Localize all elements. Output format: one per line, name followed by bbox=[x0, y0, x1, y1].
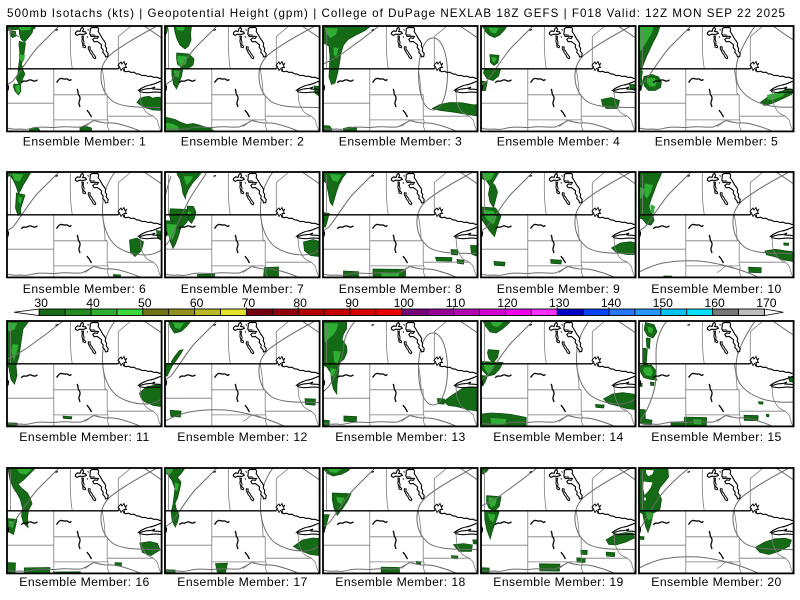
svg-text:Ensemble Member: 8: Ensemble Member: 8 bbox=[339, 282, 462, 296]
svg-text:Ensemble Member: 5: Ensemble Member: 5 bbox=[655, 135, 778, 149]
svg-text:110: 110 bbox=[446, 296, 466, 310]
svg-text:Ensemble Member: 16: Ensemble Member: 16 bbox=[19, 575, 149, 589]
svg-text:500mb Isotachs (kts) | Geopote: 500mb Isotachs (kts) | Geopotential Heig… bbox=[7, 7, 785, 20]
svg-text:Ensemble Member: 7: Ensemble Member: 7 bbox=[181, 282, 304, 296]
svg-text:50: 50 bbox=[138, 296, 152, 310]
svg-text:70: 70 bbox=[242, 296, 256, 310]
svg-text:140: 140 bbox=[601, 296, 622, 310]
svg-text:60: 60 bbox=[190, 296, 204, 310]
svg-text:30: 30 bbox=[34, 296, 48, 310]
svg-text:Ensemble Member: 13: Ensemble Member: 13 bbox=[335, 430, 465, 444]
svg-text:100: 100 bbox=[394, 296, 415, 310]
svg-text:160: 160 bbox=[704, 296, 725, 310]
svg-text:Ensemble Member: 12: Ensemble Member: 12 bbox=[177, 430, 307, 444]
svg-text:Ensemble Member: 15: Ensemble Member: 15 bbox=[651, 430, 781, 444]
svg-text:Ensemble Member: 6: Ensemble Member: 6 bbox=[23, 282, 146, 296]
svg-text:150: 150 bbox=[653, 296, 674, 310]
svg-text:90: 90 bbox=[345, 296, 359, 310]
svg-text:Ensemble Member: 11: Ensemble Member: 11 bbox=[19, 430, 149, 444]
svg-text:Ensemble Member: 4: Ensemble Member: 4 bbox=[497, 135, 620, 149]
svg-text:Ensemble Member: 17: Ensemble Member: 17 bbox=[177, 575, 307, 589]
svg-text:Ensemble Member: 14: Ensemble Member: 14 bbox=[493, 430, 623, 444]
svg-text:Ensemble Member: 10: Ensemble Member: 10 bbox=[651, 282, 781, 296]
svg-text:Ensemble Member: 18: Ensemble Member: 18 bbox=[335, 575, 465, 589]
svg-text:Ensemble Member: 1: Ensemble Member: 1 bbox=[23, 135, 146, 149]
svg-text:Ensemble Member: 9: Ensemble Member: 9 bbox=[497, 282, 620, 296]
svg-text:Ensemble Member: 2: Ensemble Member: 2 bbox=[181, 135, 304, 149]
svg-text:40: 40 bbox=[86, 296, 100, 310]
svg-text:Ensemble Member: 3: Ensemble Member: 3 bbox=[339, 135, 462, 149]
svg-text:130: 130 bbox=[549, 296, 570, 310]
svg-text:120: 120 bbox=[497, 296, 518, 310]
svg-text:80: 80 bbox=[293, 296, 307, 310]
svg-text:170: 170 bbox=[756, 296, 777, 310]
svg-text:Ensemble Member: 19: Ensemble Member: 19 bbox=[493, 575, 623, 589]
svg-text:Ensemble Member: 20: Ensemble Member: 20 bbox=[651, 575, 781, 589]
